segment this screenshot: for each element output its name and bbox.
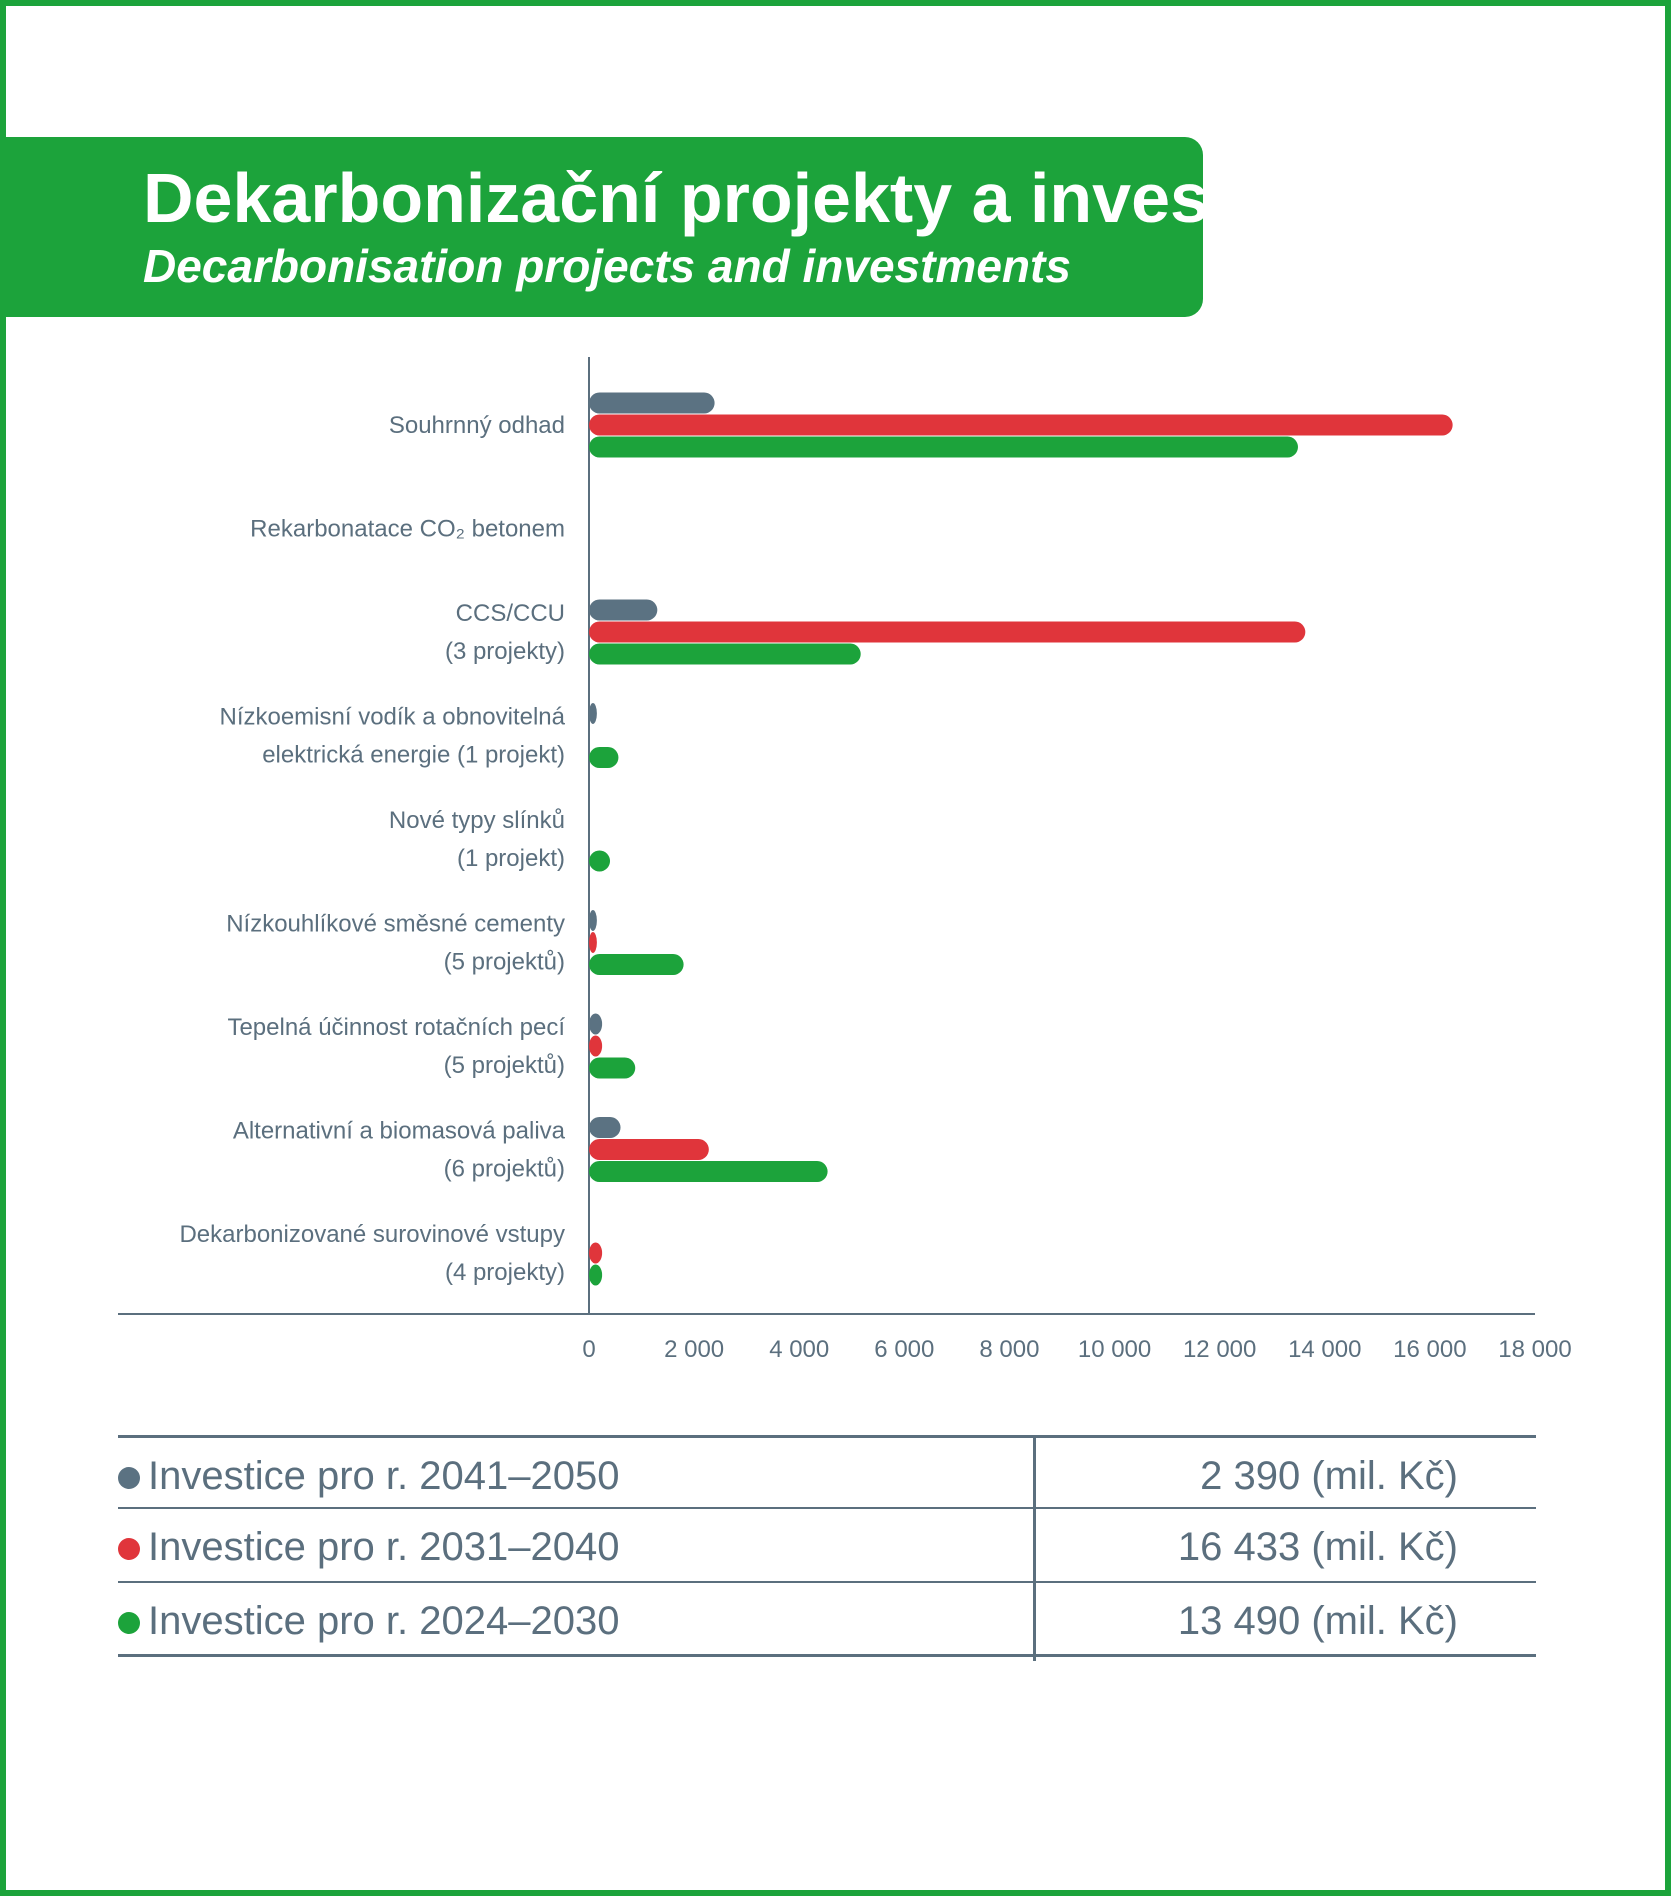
- bar-3-series-1: [589, 599, 658, 621]
- bar-9-series-3: [589, 1264, 603, 1286]
- bar-4-series-3: [589, 747, 619, 768]
- x-tick-label-5: 8 000: [979, 1336, 1039, 1363]
- bar-1-series-1: [589, 392, 715, 414]
- x-tick-label-3: 4 000: [769, 1336, 829, 1363]
- x-tick-label-2: 2 000: [664, 1336, 724, 1363]
- legend-table: Investice pro r. 2041–2050 2 390 (mil. K…: [118, 1435, 1536, 1657]
- bar-7-series-2: [589, 1035, 603, 1057]
- category-label-8: Alternativní a biomasová paliva (6 projek…: [233, 1118, 566, 1183]
- category-label-6: Nízkouhlíkové směsné cementy (5 projektů): [226, 911, 565, 976]
- bar-7-series-1: [589, 1013, 603, 1035]
- legend-row-2031-2040: Investice pro r. 2031–2040 16 433 (mil. …: [118, 1509, 1536, 1583]
- x-tick-label-6: 10 000: [1078, 1336, 1151, 1363]
- bar-9-series-2: [589, 1242, 603, 1264]
- bar-5-series-3: [589, 850, 611, 872]
- bar-8-series-1: [589, 1117, 621, 1138]
- x-tick-label-9: 16 000: [1393, 1336, 1466, 1363]
- legend-value-2031-2040: 16 433 (mil. Kč): [1177, 1525, 1458, 1569]
- x-tick-label-4: 6 000: [874, 1336, 934, 1363]
- x-tick-label-7: 12 000: [1183, 1336, 1256, 1363]
- category-label-5: Nové typy slínků (1 projekt): [389, 807, 565, 872]
- legend-divider: [1033, 1435, 1036, 1661]
- x-tick-label-1: 0: [582, 1336, 595, 1363]
- bar-6-series-3: [589, 954, 684, 975]
- category-label-9: Dekarbonizované surovinové vstupy (4 proj…: [179, 1221, 565, 1286]
- x-tick-label-8: 14 000: [1288, 1336, 1361, 1363]
- chart-subtitle: Decarbonisation projects and investments: [143, 240, 1071, 292]
- x-tick-label-10: 18 000: [1498, 1336, 1571, 1363]
- bar-1-series-2: [589, 414, 1453, 436]
- legend-label-2031-2040: Investice pro r. 2031–2040: [148, 1525, 620, 1569]
- bar-chart: Souhrnný odhad Rekarbonatace CO₂ betonem C…: [118, 357, 1572, 1363]
- category-label-1: Souhrnný odhad: [389, 412, 565, 439]
- bar-3-series-2: [589, 621, 1306, 643]
- bar-3-series-3: [589, 643, 861, 665]
- category-label-2: Rekarbonatace CO₂ betonem: [250, 516, 565, 543]
- chart-title: Dekarbonizační projekty a investice: [143, 159, 1330, 237]
- legend-value-2024-2030: 13 490 (mil. Kč): [1177, 1599, 1458, 1643]
- bar-6-series-2: [589, 932, 597, 953]
- bar-4-series-1: [589, 703, 597, 724]
- legend-label-2041-2050: Investice pro r. 2041–2050: [148, 1454, 620, 1498]
- category-label-4: Nízkoemisní vodík a obnovitelná elektrick…: [219, 704, 565, 769]
- bar-1-series-3: [589, 436, 1298, 458]
- legend-dot-2031-2040: [118, 1538, 140, 1560]
- legend-label-2024-2030: Investice pro r. 2024–2030: [148, 1599, 620, 1643]
- legend-dot-2024-2030: [118, 1612, 140, 1634]
- legend-row-2041-2050: Investice pro r. 2041–2050 2 390 (mil. K…: [118, 1435, 1536, 1509]
- title-banner: [0, 137, 1203, 317]
- category-label-7: Tepelná účinnost rotačních pecí (5 projek…: [227, 1014, 565, 1079]
- bar-7-series-3: [589, 1057, 636, 1079]
- bar-8-series-3: [589, 1161, 828, 1182]
- legend-dot-2041-2050: [118, 1467, 140, 1489]
- legend-row-2024-2030: Investice pro r. 2024–2030 13 490 (mil. …: [118, 1583, 1536, 1657]
- category-label-3: CCS/CCU (3 projekty): [445, 600, 565, 665]
- bar-6-series-1: [589, 910, 597, 931]
- legend-value-2041-2050: 2 390 (mil. Kč): [1200, 1454, 1458, 1498]
- bar-8-series-2: [589, 1139, 709, 1160]
